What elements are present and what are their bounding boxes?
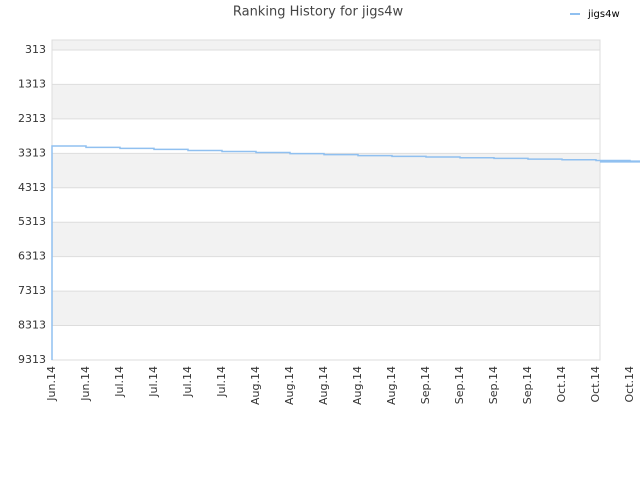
x-tick-label: Jun.14 [45, 366, 58, 402]
x-tick-label: Oct.14 [623, 366, 636, 403]
x-tick-label: Sep.14 [521, 366, 534, 404]
y-tick-label: 3313 [18, 146, 46, 159]
line [51, 145, 640, 360]
grid-band [52, 222, 600, 257]
x-tick-label: Aug.14 [351, 366, 364, 405]
y-tick-label: 313 [25, 43, 46, 56]
legend-label: jigs4w [587, 9, 620, 20]
x-tick-label: Aug.14 [249, 366, 262, 405]
y-tick-label: 4313 [18, 181, 46, 194]
grid-band [52, 291, 600, 326]
x-tick-label: Sep.14 [487, 366, 500, 404]
y-tick-label: 5313 [18, 215, 46, 228]
x-tick-label: Jul.14 [181, 366, 194, 398]
x-tick-label: Aug.14 [283, 366, 296, 405]
x-tick-label: Jun.14 [79, 366, 92, 402]
y-tick-label: 7313 [18, 284, 46, 297]
x-tick-label: Aug.14 [317, 366, 330, 405]
y-tick-label: 6313 [18, 250, 46, 263]
y-tick-label: 9313 [18, 353, 46, 366]
chart-title: Ranking History for jigs4w [233, 5, 404, 20]
x-tick-label: Jul.14 [215, 366, 228, 398]
x-tick-label: Sep.14 [419, 366, 432, 404]
grid-band [52, 40, 600, 50]
x-tick-label: Jul.14 [147, 366, 160, 398]
y-tick-label: 2313 [18, 112, 46, 125]
y-tick-label: 8313 [18, 319, 46, 332]
x-tick-label: Aug.14 [385, 366, 398, 405]
x-tick-label: Sep.14 [453, 366, 466, 404]
x-tick-label: Jul.14 [113, 366, 126, 398]
y-tick-label: 1313 [18, 77, 46, 90]
x-tick-label: Oct.14 [555, 366, 568, 403]
x-tick-label: Oct.14 [589, 366, 602, 403]
grid-band [52, 84, 600, 119]
